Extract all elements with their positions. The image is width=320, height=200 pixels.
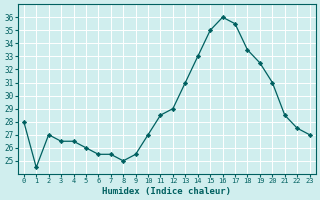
X-axis label: Humidex (Indice chaleur): Humidex (Indice chaleur)	[102, 187, 231, 196]
